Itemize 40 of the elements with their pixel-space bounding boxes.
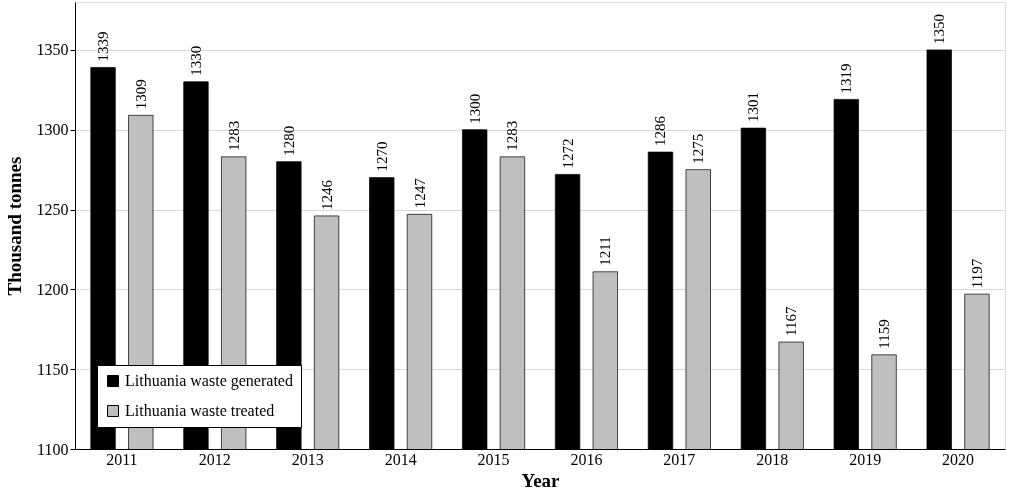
data-label: 1159	[876, 319, 893, 349]
x-tick-label: 2011	[106, 450, 138, 468]
data-label: 1247	[411, 177, 428, 209]
x-tick-label: 2015	[477, 450, 510, 468]
data-label: 1270	[373, 141, 390, 172]
data-label: 1280	[280, 125, 297, 156]
y-tick-label: 1150	[37, 360, 69, 378]
data-label: 1211	[597, 236, 614, 266]
data-label: 1300	[466, 93, 483, 124]
x-tick-label: 2014	[384, 450, 417, 468]
legend-label: Lithuania waste generated	[125, 372, 293, 390]
data-label: 1350	[931, 13, 948, 44]
y-tick-label: 1200	[36, 280, 69, 298]
x-axis-title: Year	[521, 469, 561, 491]
data-label: 1286	[652, 115, 669, 147]
x-tick-label: 2016	[570, 450, 603, 468]
data-label: 1309	[132, 79, 149, 110]
data-label: 1272	[559, 138, 576, 169]
data-label: 1283	[504, 120, 521, 151]
y-tick-label: 1250	[36, 201, 69, 219]
y-axis-title: Thousand tonnes	[3, 156, 25, 296]
x-tick-label: 2013	[291, 450, 324, 468]
y-tick-label: 1300	[36, 121, 69, 139]
data-label: 1283	[225, 120, 242, 151]
y-tick-label: 1100	[37, 440, 69, 458]
x-tick-label: 2018	[756, 450, 789, 468]
data-label: 1301	[745, 92, 762, 123]
data-label: 1275	[690, 133, 707, 164]
data-label: 1330	[187, 45, 204, 76]
y-tick-label: 1350	[36, 41, 69, 59]
data-label: 1339	[95, 31, 112, 62]
legend-label: Lithuania waste treated	[125, 402, 275, 419]
x-tick-label: 2017	[663, 450, 696, 468]
data-label: 1197	[968, 258, 985, 289]
data-label: 1167	[783, 306, 800, 337]
x-tick-label: 2019	[849, 450, 882, 468]
data-label: 1246	[318, 179, 335, 210]
x-tick-label: 2020	[942, 450, 975, 468]
x-tick-label: 2012	[198, 450, 231, 468]
data-label: 1319	[838, 63, 855, 94]
